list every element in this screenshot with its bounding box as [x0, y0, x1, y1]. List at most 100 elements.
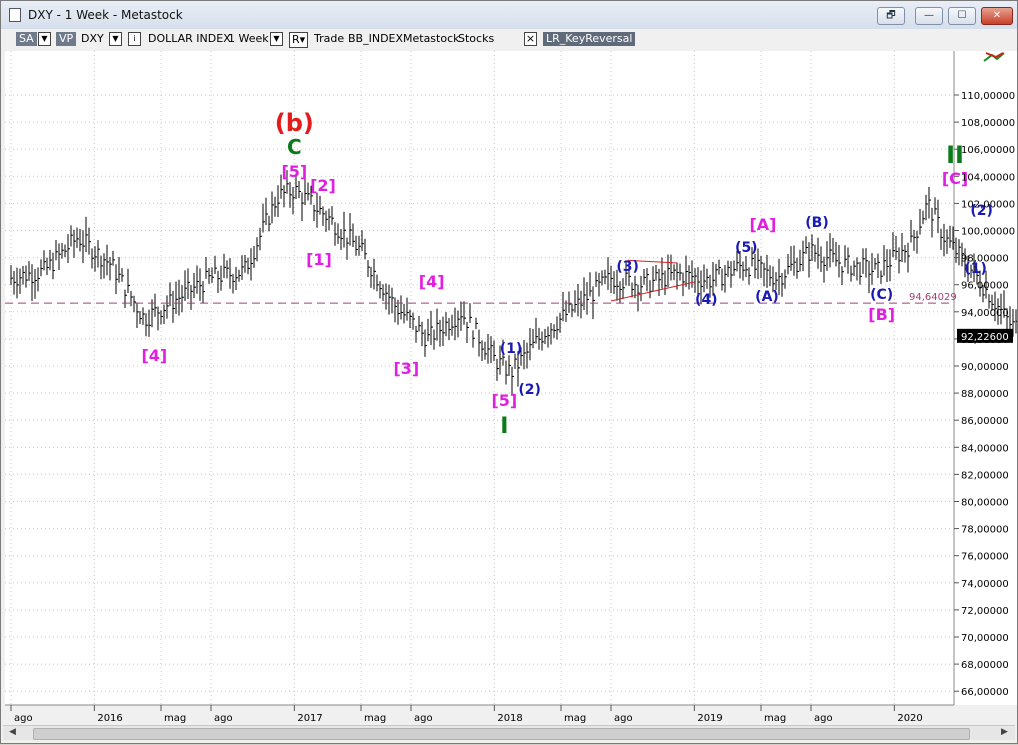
info-icon[interactable]: i [128, 32, 141, 46]
chart-tools-icon[interactable] [983, 52, 1005, 62]
horizontal-scrollbar[interactable]: ◀ ▶ [3, 725, 1015, 740]
wave-label: (C) [870, 287, 893, 303]
remove-indicator-button[interactable]: × [524, 32, 537, 46]
price-tick-label: 82,00000 [961, 470, 1009, 481]
price-tick-label: 106,00000 [961, 145, 1015, 156]
wave-label: [A] [749, 215, 776, 234]
wave-label: (A) [755, 289, 779, 305]
price-tick-label: 86,00000 [961, 416, 1009, 427]
price-tick-label: 102,00000 [961, 199, 1015, 210]
time-tick-label: mag [564, 713, 586, 724]
reference-price-label: 94,64029 [909, 292, 957, 303]
close-button[interactable]: ✕ [981, 7, 1013, 25]
price-tick-label: 110,00000 [961, 91, 1015, 102]
sa-button[interactable]: SA [16, 32, 37, 46]
symbol-dropdown-icon[interactable]: ▼ [109, 32, 122, 46]
wave-label: [5] [281, 162, 307, 181]
r-button[interactable]: R▾ [289, 32, 309, 48]
plot-background [5, 51, 954, 705]
wave-label: II [946, 141, 964, 169]
time-tick-label: ago [14, 713, 33, 724]
wave-label: (2) [518, 382, 541, 398]
wave-label: (4) [695, 292, 718, 308]
window-title: DXY - 1 Week - Metastock [28, 8, 183, 22]
period-dropdown-icon[interactable]: ▼ [270, 32, 283, 46]
price-chart[interactable]: 94,64029 (b)C[5][2][1][4][4][3](1)(2)[5]… [1, 51, 1018, 725]
price-tick-label: 80,00000 [961, 498, 1009, 509]
time-tick-label: mag [764, 713, 786, 724]
source-label: BB_INDEX [348, 32, 404, 45]
time-tick-label: ago [614, 713, 633, 724]
price-tick-label: 104,00000 [961, 172, 1015, 183]
period-label: 1 Week [228, 32, 269, 45]
wave-label: (1) [500, 341, 523, 357]
trendline [627, 259, 678, 264]
price-tick-label: 90,00000 [961, 362, 1009, 373]
price-tick-label: 70,00000 [961, 633, 1009, 644]
price-tick-label: 88,00000 [961, 389, 1009, 400]
wave-label: [4] [419, 272, 445, 291]
wave-label: I [500, 414, 508, 439]
time-tick-label: 2020 [897, 713, 922, 724]
chart-toolbar: SA ▼ VP DXY ▼ i DOLLAR INDEX 1 Week ▼ R▾… [1, 29, 1017, 51]
price-tick-label: 108,00000 [961, 118, 1015, 129]
sa-dropdown-icon[interactable]: ▼ [38, 32, 51, 46]
minimize-button[interactable]: — [915, 7, 943, 25]
maximize-button[interactable]: ☐ [948, 7, 976, 25]
category-label: Stocks [458, 32, 495, 45]
security-name: DOLLAR INDEX [148, 32, 231, 45]
price-tick-label: 78,00000 [961, 525, 1009, 536]
time-axis: ago 2016 mag ago 2017 mag ago 2018 mag ago 2019 mag… [10, 705, 923, 724]
wave-label: (b) [275, 109, 314, 137]
restore-window-button[interactable]: 🗗 [877, 7, 905, 25]
current-price-label: 92,22600 [961, 332, 1009, 343]
wave-label: [C] [942, 169, 968, 188]
time-tick-label: 2017 [297, 713, 322, 724]
current-price-marker [957, 328, 1013, 343]
time-tick-label: 2016 [97, 713, 122, 724]
price-bars [10, 170, 1018, 395]
time-tick-label: mag [364, 713, 386, 724]
chart-document-icon [9, 8, 21, 22]
time-tick-label: ago [814, 713, 833, 724]
price-tick-label: 74,00000 [961, 579, 1009, 590]
wave-label: (2) [970, 203, 993, 219]
wave-labels: (b)C[5][2][1][4][4][3](1)(2)[5]I(3)(4)(5… [141, 109, 993, 439]
time-tick-label: ago [214, 713, 233, 724]
wave-label: (3) [616, 259, 639, 275]
price-tick-label: 98,00000 [961, 254, 1009, 265]
wave-label: [2] [310, 176, 336, 195]
scroll-thumb[interactable] [33, 728, 970, 740]
wave-label: [3] [393, 359, 419, 378]
trendlines [610, 259, 695, 302]
scroll-right-icon[interactable]: ▶ [1001, 727, 1008, 737]
price-tick-label: 96,00000 [961, 281, 1009, 292]
wave-label: [5] [491, 391, 517, 410]
wave-label: [B] [868, 305, 895, 324]
symbol-label: DXY [81, 32, 104, 45]
time-tick-label: mag [164, 713, 186, 724]
wave-label: [4] [141, 346, 167, 365]
price-axis-background [954, 51, 1017, 705]
indicator-label[interactable]: LR_KeyReversal [543, 32, 636, 46]
wave-label: (5) [735, 240, 758, 256]
wave-label: C [287, 135, 302, 159]
price-tick-label: 72,00000 [961, 606, 1009, 617]
price-tick-label: 68,00000 [961, 660, 1009, 671]
title-bar[interactable]: DXY - 1 Week - Metastock 🗗 — ☐ ✕ [1, 1, 1017, 30]
time-tick-label: ago [414, 713, 433, 724]
chart-area[interactable]: 94,64029 (b) C [5] [2] [1] [4] [4] [3] (1) (2) [5]… [1, 51, 1018, 745]
wave-label: (1) [964, 261, 987, 277]
price-tick-label: 94,00000 [961, 308, 1009, 319]
time-tick-label: 2018 [497, 713, 522, 724]
time-tick-label: 2019 [697, 713, 722, 724]
provider-label: Metastock [403, 32, 460, 45]
grid [5, 51, 954, 705]
wave-label: [1] [306, 250, 332, 269]
price-tick-label: 84,00000 [961, 443, 1009, 454]
price-tick-label: 76,00000 [961, 552, 1009, 563]
scroll-left-icon[interactable]: ◀ [9, 727, 16, 737]
vp-button[interactable]: VP [56, 32, 77, 46]
price-tick-label: 66,00000 [961, 687, 1009, 698]
